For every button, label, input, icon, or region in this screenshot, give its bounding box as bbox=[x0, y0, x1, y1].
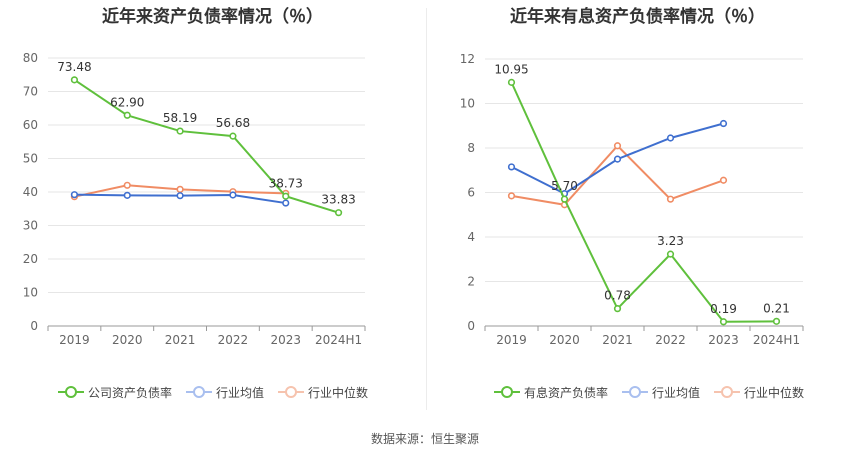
data-point bbox=[176, 192, 184, 200]
data-label: 56.68 bbox=[216, 116, 250, 130]
data-point bbox=[560, 195, 569, 203]
x-tick-label: 2024H1 bbox=[753, 333, 800, 347]
series-line bbox=[510, 81, 777, 323]
panel-divider bbox=[426, 8, 427, 410]
data-point bbox=[719, 318, 728, 326]
x-tick-label: 2023 bbox=[270, 333, 301, 347]
data-point bbox=[282, 192, 290, 200]
y-tick-label: 0 bbox=[30, 319, 38, 333]
data-point bbox=[613, 155, 622, 163]
data-label: 62.90 bbox=[110, 95, 144, 109]
data-point bbox=[507, 192, 516, 200]
y-tick-label: 40 bbox=[23, 185, 38, 199]
legend-label: 行业中位数 bbox=[308, 385, 369, 400]
y-tick-label: 60 bbox=[23, 118, 38, 132]
x-tick-label: 2021 bbox=[165, 333, 196, 347]
y-tick-label: 2 bbox=[467, 275, 475, 289]
data-label: 5.70 bbox=[551, 179, 578, 193]
data-point bbox=[507, 78, 516, 86]
data-point bbox=[666, 134, 675, 142]
data-point bbox=[70, 191, 79, 199]
y-tick-label: 6 bbox=[467, 186, 475, 200]
y-tick-label: 10 bbox=[460, 97, 475, 111]
legend-label: 公司资产负债率 bbox=[88, 385, 173, 400]
legend-line-icon bbox=[58, 386, 84, 398]
chart-title-left: 近年来资产负债率情况（％） bbox=[102, 7, 323, 27]
series-line bbox=[73, 79, 339, 214]
legend-label: 行业中位数 bbox=[744, 385, 805, 400]
data-point bbox=[123, 111, 131, 119]
legend-label: 行业均值 bbox=[216, 385, 265, 400]
x-tick-label: 2019 bbox=[59, 333, 90, 347]
legend-line-icon bbox=[278, 386, 305, 398]
legend-item-interest-debt-ratio[interactable]: 有息资产负债率 bbox=[494, 384, 608, 401]
data-point bbox=[70, 76, 79, 84]
x-tick-label: 2023 bbox=[708, 333, 739, 347]
data-label: 38.73 bbox=[269, 176, 303, 190]
data-point bbox=[282, 199, 290, 207]
y-tick-label: 0 bbox=[467, 319, 475, 333]
y-tick-label: 20 bbox=[23, 252, 38, 266]
x-tick-label: 2020 bbox=[112, 333, 143, 347]
legend-item-industry-median[interactable]: 行业中位数 bbox=[714, 384, 804, 401]
y-tick-label: 8 bbox=[467, 141, 475, 155]
legend-item-industry-median[interactable]: 行业中位数 bbox=[278, 384, 368, 401]
legend-label: 有息资产负债率 bbox=[524, 385, 609, 400]
x-tick-label: 2021 bbox=[602, 333, 633, 347]
x-tick-label: 2024H1 bbox=[315, 333, 362, 347]
data-point bbox=[123, 191, 131, 199]
data-point bbox=[613, 305, 622, 313]
data-point bbox=[176, 127, 184, 135]
data-point bbox=[123, 181, 131, 189]
data-label: 58.19 bbox=[163, 111, 197, 125]
data-point bbox=[613, 142, 622, 150]
x-tick-label: 2022 bbox=[655, 333, 686, 347]
data-point bbox=[666, 195, 675, 203]
y-tick-label: 10 bbox=[23, 286, 38, 300]
y-tick-label: 70 bbox=[23, 85, 38, 99]
data-point bbox=[719, 119, 728, 128]
data-point bbox=[772, 317, 781, 325]
x-tick-label: 2019 bbox=[496, 333, 527, 347]
data-label: 0.21 bbox=[763, 301, 790, 315]
data-label: 33.83 bbox=[321, 193, 355, 207]
legend-item-industry-mean[interactable]: 行业均值 bbox=[622, 384, 700, 401]
data-label: 73.48 bbox=[57, 60, 91, 74]
legend-label: 行业均值 bbox=[652, 385, 701, 400]
x-tick-label: 2020 bbox=[549, 333, 580, 347]
y-tick-label: 50 bbox=[23, 152, 38, 166]
chart-right: 0 2 4 6 8 10 12 2019 2020 2021 2022 2023 2024H1 10.95… bbox=[460, 52, 804, 347]
data-point bbox=[334, 209, 343, 217]
y-tick-label: 12 bbox=[460, 52, 475, 66]
y-tick-label: 80 bbox=[23, 51, 38, 65]
legend-line-icon bbox=[186, 386, 213, 398]
data-point bbox=[666, 250, 675, 258]
data-label: 0.19 bbox=[710, 302, 737, 316]
y-tick-label: 4 bbox=[467, 230, 475, 244]
data-label: 10.95 bbox=[494, 62, 528, 76]
data-label: 0.78 bbox=[604, 289, 631, 303]
chart-title-right: 近年来有息资产负债率情况（％） bbox=[510, 7, 765, 27]
chart-left: 0 10 20 30 40 50 60 70 80 2019 2020 2021 2022 2023 202… bbox=[23, 51, 366, 347]
legend-item-company-debt-ratio[interactable]: 公司资产负债率 bbox=[58, 384, 172, 401]
legend-line-icon bbox=[494, 386, 520, 398]
legend-left: 公司资产负债率 行业均值 行业中位数 bbox=[58, 382, 382, 402]
data-source-note: 数据来源：恒生聚源 bbox=[370, 432, 479, 446]
legend-right: 有息资产负债率 行业均值 行业中位数 bbox=[494, 382, 818, 402]
legend-item-industry-mean[interactable]: 行业均值 bbox=[186, 384, 264, 401]
legend-line-icon bbox=[714, 386, 741, 398]
y-tick-label: 30 bbox=[23, 219, 38, 233]
data-point bbox=[229, 191, 237, 199]
data-point bbox=[176, 185, 184, 193]
legend-line-icon bbox=[622, 386, 649, 398]
data-label: 3.23 bbox=[657, 234, 684, 248]
x-tick-label: 2022 bbox=[218, 333, 249, 347]
data-point bbox=[507, 163, 516, 171]
data-point bbox=[719, 176, 728, 184]
data-point bbox=[229, 132, 237, 140]
